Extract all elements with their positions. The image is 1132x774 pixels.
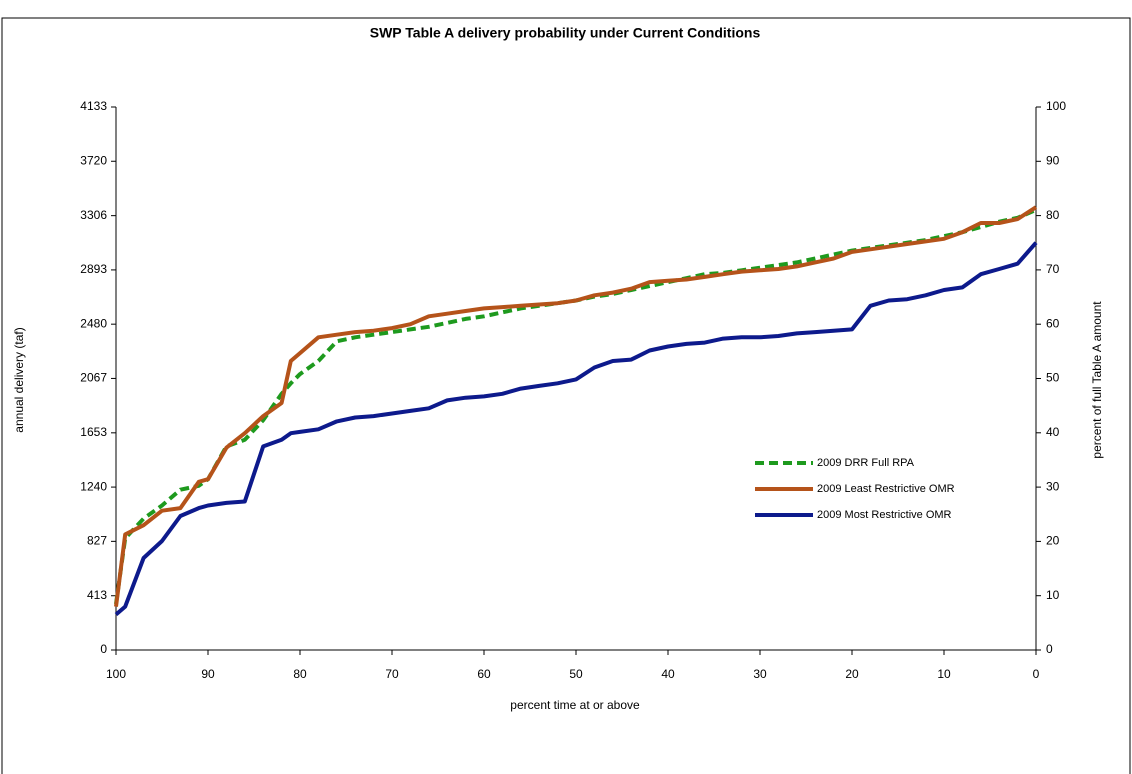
series-line [114,205,1038,607]
x-tick-label: 60 [477,667,491,681]
y-tick-label: 2480 [80,316,107,330]
y2-tick-label: 20 [1046,534,1060,548]
x-tick-label: 100 [106,667,126,681]
y-tick-label: 1240 [80,479,107,493]
y2-tick-label: 10 [1046,588,1060,602]
series-line [114,241,1038,617]
y-tick-label: 2067 [80,371,107,385]
y-axis-label: annual delivery (taf) [12,327,26,432]
legend-label: 2009 Least Restrictive OMR [817,483,955,495]
y2-tick-label: 50 [1046,371,1060,385]
x-axis-label: percent time at or above [510,698,640,712]
y-tick-label: 1653 [80,425,107,439]
y2-tick-label: 100 [1046,99,1066,113]
x-tick-label: 0 [1033,667,1040,681]
y-tick-label: 827 [87,534,107,548]
y-tick-label: 0 [100,642,107,656]
y-tick-label: 4133 [80,99,107,113]
y2-tick-label: 0 [1046,642,1053,656]
y2-tick-label: 90 [1046,153,1060,167]
y-tick-label: 413 [87,588,107,602]
y-tick-label: 3720 [80,153,107,167]
x-tick-label: 20 [845,667,859,681]
x-tick-label: 50 [569,667,583,681]
x-tick-label: 70 [385,667,399,681]
x-tick-label: 10 [937,667,951,681]
chart-frame [1,17,1131,774]
y2-tick-label: 70 [1046,262,1060,276]
chart-title: SWP Table A delivery probability under C… [370,25,761,41]
x-tick-label: 30 [753,667,767,681]
y2-tick-label: 60 [1046,316,1060,330]
y2-tick-label: 40 [1046,425,1060,439]
x-tick-label: 80 [293,667,307,681]
legend-label: 2009 Most Restrictive OMR [817,509,952,521]
y2-axis-label: percent of full Table A amount [1090,301,1104,459]
y-tick-label: 2893 [80,262,107,276]
y2-tick-label: 30 [1046,479,1060,493]
legend-label: 2009 DRR Full RPA [817,457,915,469]
y2-tick-label: 80 [1046,208,1060,222]
y-tick-label: 3306 [80,208,107,222]
x-tick-label: 90 [201,667,215,681]
x-tick-label: 40 [661,667,675,681]
